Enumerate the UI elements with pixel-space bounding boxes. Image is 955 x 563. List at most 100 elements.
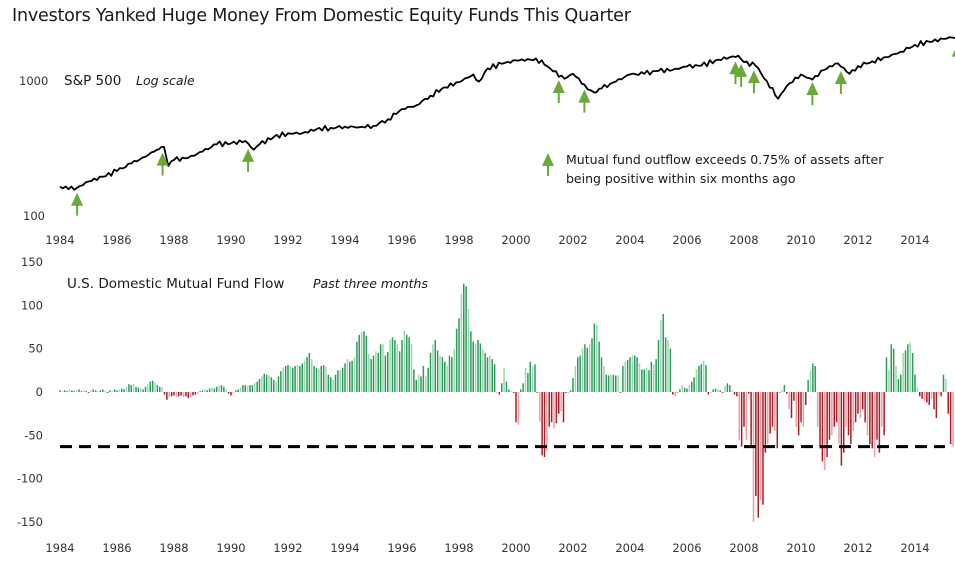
flow-bar xyxy=(363,331,365,392)
flow-bar xyxy=(465,286,467,392)
flow-bar xyxy=(161,387,163,392)
flow-bar xyxy=(280,371,282,392)
flow-bar xyxy=(707,392,710,395)
flow-bar xyxy=(845,392,847,427)
flow-bar xyxy=(474,343,477,392)
flow-bar xyxy=(123,389,125,392)
flow-bar xyxy=(897,379,900,392)
flow-bar xyxy=(213,388,216,392)
flow-bar xyxy=(270,377,273,392)
flow-bar xyxy=(638,363,641,392)
flow-bar xyxy=(852,392,854,431)
flow-bar xyxy=(857,392,859,414)
flow-bar xyxy=(159,386,161,392)
flow-bar xyxy=(617,375,619,392)
flow-bar xyxy=(284,366,287,392)
flow-bar xyxy=(294,366,296,392)
bottom-y-tick-label: -150 xyxy=(17,515,43,529)
flow-bar xyxy=(187,392,189,399)
flow-bar xyxy=(394,340,396,392)
flow-bar xyxy=(833,392,835,427)
flow-bar xyxy=(738,392,740,440)
flow-bar xyxy=(292,367,294,392)
flow-bar xyxy=(645,367,648,392)
legend-text-line-1: Mutual fund outflow exceeds 0.75% of ass… xyxy=(566,152,884,167)
flow-bar xyxy=(121,388,123,392)
flow-bar xyxy=(776,392,778,449)
flow-bar xyxy=(249,385,251,392)
flow-bar xyxy=(225,389,227,392)
flow-bar xyxy=(358,334,360,392)
flow-bar xyxy=(669,348,672,392)
flow-bar xyxy=(73,391,75,392)
flow-bar xyxy=(401,340,403,392)
flow-bar xyxy=(104,391,106,392)
flow-bar xyxy=(610,374,612,392)
top-x-tick-label: 1984 xyxy=(45,233,74,247)
flow-bar xyxy=(389,340,391,392)
flow-bar xyxy=(356,341,358,392)
flow-bar xyxy=(477,340,479,392)
flow-bar xyxy=(396,344,398,392)
bottom-y-tick-label: 50 xyxy=(28,342,43,356)
flow-bar xyxy=(778,392,781,393)
chart-title: Investors Yanked Huge Money From Domesti… xyxy=(12,6,631,26)
flow-bar xyxy=(904,350,907,392)
flow-bar xyxy=(619,392,622,393)
flow-bar xyxy=(750,392,752,447)
flow-bar xyxy=(826,392,828,457)
flow-bar xyxy=(458,318,460,392)
flow-bar xyxy=(755,392,757,496)
flow-bar xyxy=(771,392,774,427)
flow-bar xyxy=(175,392,178,398)
outflow-marker-arrow-icon xyxy=(578,89,591,113)
flow-bar xyxy=(451,357,453,392)
flow-bar xyxy=(66,391,68,392)
flow-bar xyxy=(68,389,71,392)
flow-bar xyxy=(940,392,942,397)
top-chart-subtitle: Log scale xyxy=(136,73,195,88)
bottom-x-tick-label: 1984 xyxy=(45,541,74,555)
flow-bar xyxy=(710,392,712,393)
flow-bar xyxy=(546,392,548,451)
flow-bar xyxy=(135,386,137,392)
flow-bar xyxy=(306,357,308,392)
flow-bar xyxy=(277,376,280,392)
up-arrow-head xyxy=(71,192,84,206)
flow-bar xyxy=(154,382,156,392)
flow-bar xyxy=(406,334,408,392)
flow-bar xyxy=(387,352,389,392)
flow-bar xyxy=(349,361,351,392)
flow-bar xyxy=(365,335,368,392)
flow-bar xyxy=(448,355,451,392)
flow-bar xyxy=(764,392,767,453)
top-x-tick-label: 1986 xyxy=(102,233,131,247)
flow-bar xyxy=(938,392,940,395)
sp500-line xyxy=(59,36,955,191)
flow-bar xyxy=(529,361,531,392)
flow-bar xyxy=(313,366,315,392)
flow-bar xyxy=(805,392,807,405)
up-arrow-head xyxy=(834,71,847,85)
flow-bar xyxy=(353,357,356,392)
flow-bar xyxy=(311,359,313,392)
flow-bar xyxy=(235,390,237,392)
flow-bar xyxy=(847,392,850,436)
flow-bar xyxy=(531,366,534,392)
top-x-tick-label: 2004 xyxy=(615,233,644,247)
flow-bar xyxy=(662,314,664,392)
flow-bar xyxy=(607,375,610,392)
flow-bar xyxy=(522,383,524,392)
flow-bar xyxy=(539,392,541,422)
top-x-tick-label: 2014 xyxy=(900,233,929,247)
flow-bar xyxy=(930,392,933,399)
flow-bar xyxy=(555,392,558,424)
flow-bar xyxy=(873,392,876,457)
flow-bar xyxy=(83,390,85,392)
flow-bar xyxy=(425,376,427,392)
flow-bar xyxy=(102,389,104,392)
flow-bar xyxy=(800,392,802,423)
flow-bar xyxy=(591,338,593,392)
flow-bar xyxy=(232,392,235,393)
flow-bar xyxy=(71,390,73,392)
